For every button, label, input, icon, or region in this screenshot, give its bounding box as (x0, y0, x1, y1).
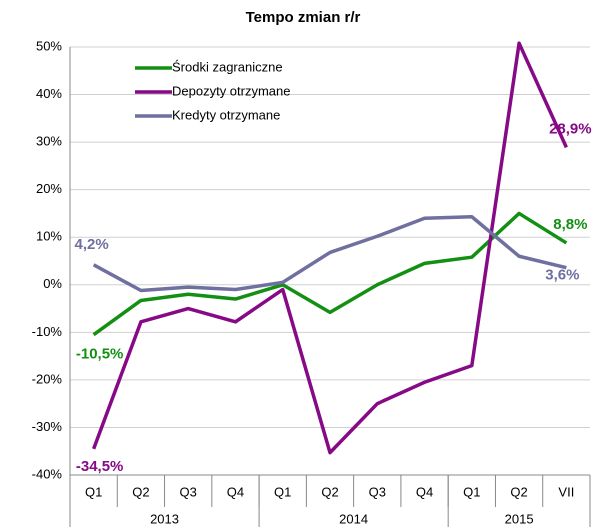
x-tick-label: Q3 (369, 484, 386, 499)
x-tick-label: Q1 (85, 484, 102, 499)
data-label: -34,5% (76, 458, 124, 475)
x-tick-label: Q2 (132, 484, 149, 499)
y-tick-label: -10% (32, 324, 63, 339)
chart-title: Tempo zmian r/r (246, 9, 361, 26)
x-tick-label: Q1 (463, 484, 480, 499)
data-label: -10,5% (76, 346, 124, 363)
x-tick-label: Q2 (321, 484, 338, 499)
data-label: 28,9% (549, 120, 592, 137)
x-tick-label: Q3 (180, 484, 197, 499)
y-tick-label: 40% (36, 86, 62, 101)
series-line (92, 215, 567, 293)
y-tick-label: -20% (32, 371, 63, 386)
legend-label: Depozyty otrzymane (172, 83, 291, 98)
y-tick-label: 30% (36, 134, 62, 149)
x-group-label: 2014 (339, 511, 368, 526)
x-group-label: 2013 (150, 511, 179, 526)
y-tick-label: 50% (36, 38, 62, 53)
data-label: 8,8% (553, 216, 587, 233)
y-tick-label: 20% (36, 181, 62, 196)
y-tick-label: -40% (32, 466, 63, 481)
x-group-label: 2015 (505, 511, 534, 526)
y-tick-label: 0% (43, 276, 62, 291)
data-label: 4,2% (75, 236, 109, 253)
y-tick-label: -30% (32, 419, 63, 434)
x-tick-label: Q2 (510, 484, 527, 499)
x-tick-label: VII (558, 484, 574, 499)
y-tick-label: 10% (36, 229, 62, 244)
legend-label: Środki zagraniczne (172, 59, 283, 74)
legend-label: Kredyty otrzymane (172, 107, 280, 122)
x-tick-label: Q1 (274, 484, 291, 499)
x-tick-label: Q4 (227, 484, 244, 499)
series-line (91, 41, 568, 455)
x-tick-label: Q4 (416, 484, 433, 499)
series-line (92, 211, 568, 337)
data-label: 3,6% (545, 267, 579, 284)
